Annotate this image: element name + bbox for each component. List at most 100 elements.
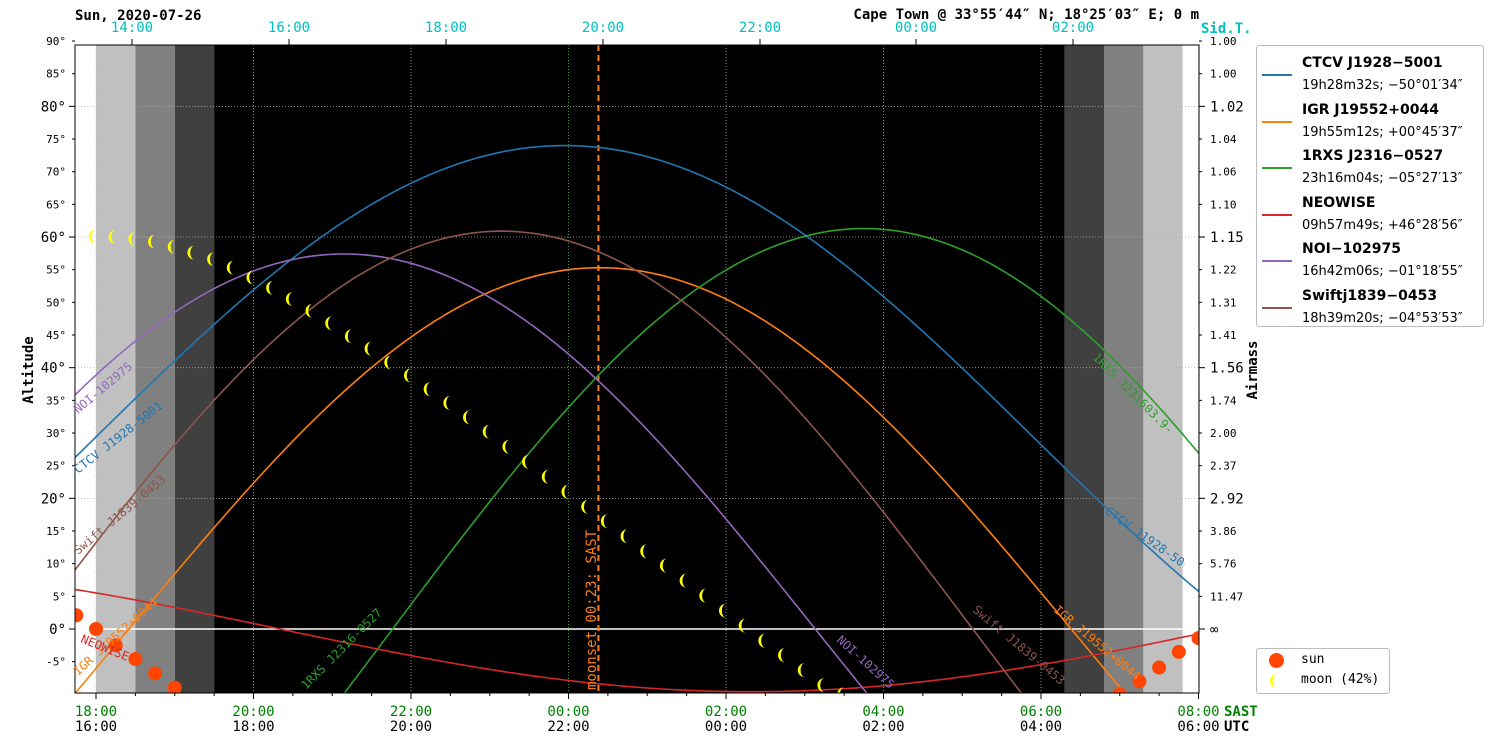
altitude-minor-tick-label: 90° bbox=[46, 35, 66, 48]
moon-marker bbox=[679, 573, 687, 588]
airmass-major-tick-label: ∞ bbox=[1210, 622, 1219, 638]
altitude-minor-tick-label: 70° bbox=[46, 166, 66, 179]
target-tracks bbox=[75, 144, 1199, 693]
sidereal-tick-label: 16:00 bbox=[268, 20, 310, 36]
moon-marker bbox=[207, 252, 215, 267]
altitude-major-tick-label: 20° bbox=[41, 491, 66, 507]
moon-marker bbox=[600, 514, 608, 529]
airmass-minor-tick-label: 1.10 bbox=[1210, 198, 1237, 211]
airmass-minor-tick-label: 1.41 bbox=[1210, 329, 1237, 342]
altitude-minor-tick-label: 5° bbox=[53, 590, 66, 603]
legend-line-swatch bbox=[1262, 74, 1292, 76]
moon-marker bbox=[561, 484, 569, 499]
legend-target-coords: 16h42m06s; −01°18′55″ bbox=[1302, 264, 1463, 279]
sun-marker bbox=[1191, 631, 1199, 646]
moon-marker bbox=[325, 316, 333, 331]
moon-marker bbox=[423, 382, 431, 397]
airmass-minor-tick-label: 2.37 bbox=[1210, 460, 1237, 473]
sun-marker bbox=[75, 608, 84, 623]
sast-tick-label: 20:00 bbox=[232, 704, 274, 720]
legend-target-coords: 23h16m04s; −05°27′13″ bbox=[1302, 171, 1463, 186]
legend-target-coords: 19h28m32s; −50°01′34″ bbox=[1302, 78, 1463, 93]
legend-entry: 1RXS J2316−0527 23h16m04s; −05°27′13″ bbox=[1257, 143, 1483, 189]
airmass-minor-tick-label: 5.76 bbox=[1210, 558, 1237, 571]
altitude-major-tick-label: 60° bbox=[41, 230, 66, 246]
legend-line-swatch bbox=[1262, 260, 1292, 262]
moon-marker bbox=[699, 588, 707, 603]
moon-marker bbox=[404, 368, 411, 383]
sast-tick-label: 00:00 bbox=[547, 704, 589, 720]
sast-tick-label: 08:00 bbox=[1177, 704, 1219, 720]
airmass-minor-tick-label: 1.06 bbox=[1210, 166, 1237, 179]
sun-marker bbox=[1231, 602, 1245, 616]
target-track bbox=[75, 266, 1126, 693]
sun-marker bbox=[89, 622, 103, 636]
legend-target-name: 1RXS J2316−0527 bbox=[1302, 148, 1444, 164]
legend-target-name: NEOWISE bbox=[1302, 194, 1376, 211]
moon-marker bbox=[797, 663, 805, 678]
sidereal-tick-label: 20:00 bbox=[582, 20, 624, 36]
sast-tick-label: 06:00 bbox=[1020, 704, 1062, 720]
legend-entry: NEOWISE 09h57m49s; +46°28′56″ bbox=[1257, 190, 1483, 236]
altitude-minor-tick-label: 25° bbox=[46, 460, 66, 473]
altitude-major-tick-label: 0° bbox=[49, 622, 66, 638]
legend-target-name: Swiftj1839−0453 bbox=[1302, 287, 1438, 304]
utc-tick-label: 16:00 bbox=[75, 719, 117, 735]
altitude-minor-tick-label: 50° bbox=[46, 296, 66, 309]
legend-target-name: NOI−102975 bbox=[1302, 241, 1402, 257]
moon-marker bbox=[305, 303, 313, 318]
target-track bbox=[75, 253, 868, 693]
legend-line-swatch bbox=[1262, 120, 1292, 123]
airmass-minor-tick-label: 1.00 bbox=[1210, 35, 1237, 48]
altitude-minor-tick-label: 30° bbox=[46, 427, 66, 440]
airmass-minor-tick-label: 2.00 bbox=[1210, 427, 1237, 440]
utc-tick-label: 22:00 bbox=[547, 719, 589, 735]
date-label: Sun, 2020-07-26 bbox=[75, 8, 201, 24]
y-axis-label: Altitude bbox=[21, 336, 37, 403]
target-track bbox=[75, 230, 1023, 693]
twilight-band bbox=[1064, 45, 1104, 693]
target-track bbox=[75, 144, 1199, 593]
moon-marker bbox=[758, 633, 766, 648]
moon-marker bbox=[620, 529, 628, 544]
altitude-major-tick-label: 80° bbox=[41, 99, 66, 115]
moon-marker bbox=[167, 239, 175, 254]
bodies-legend: sun moon (42%) bbox=[1256, 648, 1390, 694]
utc-tick-label: 06:00 bbox=[1177, 719, 1219, 735]
legend-line-swatch bbox=[1262, 167, 1292, 169]
moon-marker bbox=[128, 231, 136, 246]
sun-marker bbox=[167, 680, 182, 693]
target-track bbox=[343, 227, 1199, 693]
sun-marker-icon bbox=[1269, 653, 1284, 668]
sast-label: SAST bbox=[1224, 704, 1258, 720]
sast-tick-label: 18:00 bbox=[75, 704, 117, 720]
sast-tick-label: 02:00 bbox=[705, 704, 747, 720]
moon-marker bbox=[344, 329, 352, 344]
legend-entry: Swiftj1839−0453 18h39m20s; −04°53′53″ bbox=[1257, 283, 1483, 329]
utc-tick-label: 20:00 bbox=[390, 719, 432, 735]
twilight-band bbox=[174, 45, 215, 693]
altitude-major-tick-label: 40° bbox=[41, 361, 66, 377]
altitude-minor-tick-label: 10° bbox=[46, 558, 66, 571]
sidereal-tick-label: 18:00 bbox=[425, 20, 467, 36]
legend-label-sun: sun bbox=[1301, 652, 1325, 667]
altitude-minor-tick-label: -5° bbox=[46, 656, 66, 669]
moon-marker bbox=[541, 469, 549, 484]
sidereal-tick-label: 14:00 bbox=[111, 20, 153, 36]
altitude-minor-tick-label: 55° bbox=[46, 264, 66, 277]
airmass-minor-tick-label: 1.31 bbox=[1210, 296, 1237, 309]
twilight-band bbox=[1143, 45, 1183, 693]
utc-tick-label: 04:00 bbox=[1020, 719, 1062, 735]
twilight-band bbox=[75, 45, 96, 693]
sun-marker bbox=[1171, 644, 1186, 659]
legend-target-coords: 19h55m12s; +00°45′37″ bbox=[1302, 124, 1463, 140]
airmass-major-tick-label: 1.02 bbox=[1210, 99, 1244, 115]
chart-grid bbox=[75, 45, 1199, 693]
target-track bbox=[75, 588, 1199, 693]
chart-axes bbox=[69, 39, 1205, 699]
location-label: Cape Town @ 33°55′44″ N; 18°25′03″ E; 0 … bbox=[853, 7, 1199, 23]
legend-entry: IGR J19552+0044 19h55m12s; +00°45′37″ bbox=[1257, 97, 1483, 143]
twilight-band bbox=[1182, 45, 1199, 693]
targets-legend: CTCV J1928−5001 19h28m32s; −50°01′34″ IGR … bbox=[1256, 45, 1484, 327]
moon-marker bbox=[463, 410, 471, 425]
